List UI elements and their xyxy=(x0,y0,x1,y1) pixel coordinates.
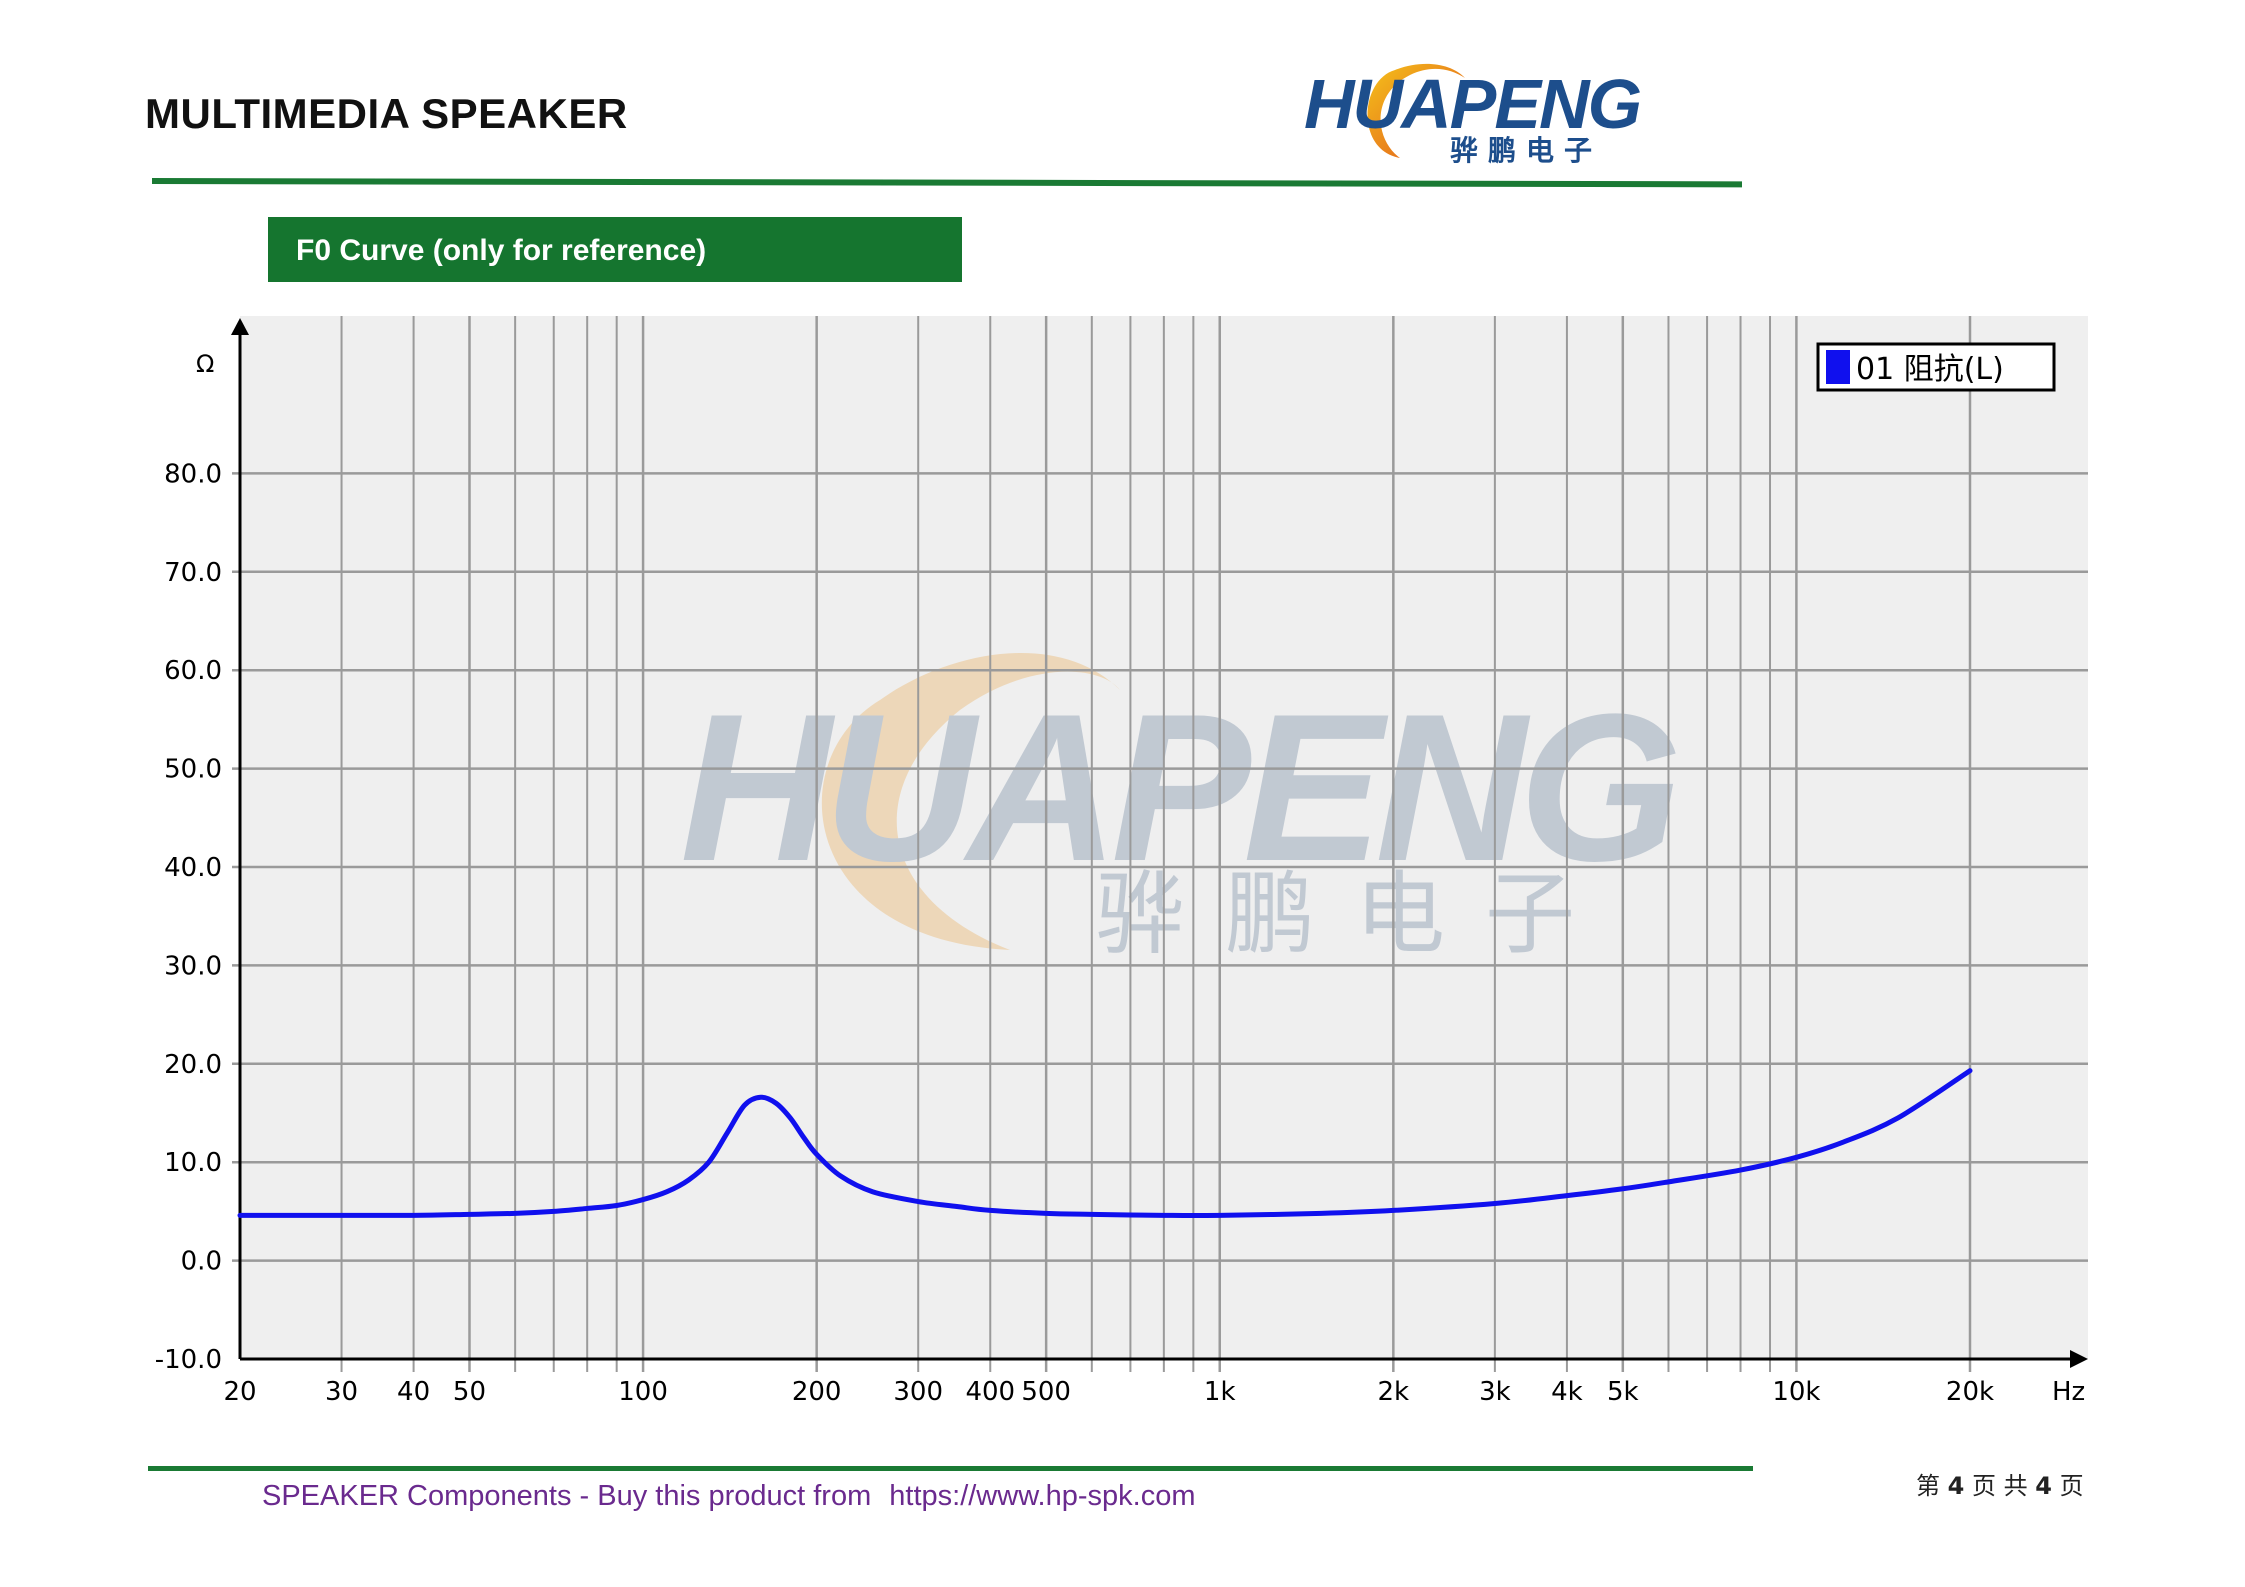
x-tick-label: 200 xyxy=(792,1377,842,1407)
legend: 01 阻抗(L) xyxy=(1816,342,2056,392)
x-tick-label: 50 xyxy=(453,1377,486,1407)
brand-logo: HUAPENG 骅鹏电子 xyxy=(1300,40,1643,170)
x-tick-label: 500 xyxy=(1021,1377,1071,1407)
y-tick-labels: 80.0 70.0 60.0 50.0 40.0 30.0 20.0 10.0 0.0 -10.0 xyxy=(155,459,222,1375)
logo-subtext: 骅鹏电子 xyxy=(1450,134,1602,167)
page-title: MULTIMEDIA SPEAKER xyxy=(145,90,628,137)
page-number: 第 4 页 共 4 页 xyxy=(1916,1466,2084,1501)
x-tick-label: 30 xyxy=(325,1377,358,1407)
page-number-prefix: 第 xyxy=(1916,1472,1940,1500)
x-tick-label: 2k xyxy=(1378,1377,1410,1407)
x-tick-label: 1k xyxy=(1204,1377,1236,1407)
x-tick-labels: 20 30 40 50 100 200 300 400 500 1k 2k 3k 4k 5k 10k 20k xyxy=(223,1377,1994,1407)
logo-ring-icon xyxy=(1367,63,1465,158)
page-number-middle: 页 共 xyxy=(1971,1472,2028,1500)
watermark-ring-icon xyxy=(821,652,1120,950)
x-tick-label: 40 xyxy=(397,1377,430,1407)
section-title: F0 Curve (only for reference) xyxy=(296,234,707,267)
y-axis-label: Ω xyxy=(196,350,214,378)
y-tick-label: 0.0 xyxy=(181,1247,222,1277)
x-tick-label: 3k xyxy=(1479,1377,1511,1407)
series-line-impedance xyxy=(237,1068,1973,1219)
page-number-current: 4 xyxy=(1947,1472,1965,1500)
legend-swatch xyxy=(1826,350,1850,384)
x-tick-label: 20k xyxy=(1946,1377,1994,1407)
x-tick-label: 400 xyxy=(965,1377,1015,1407)
page-number-total: 4 xyxy=(2035,1472,2052,1500)
x-axis-arrow-icon xyxy=(2070,1350,2088,1368)
y-tick-label: 40.0 xyxy=(164,853,222,883)
x-tick-label: 4k xyxy=(1551,1377,1583,1407)
x-tick-label: 20 xyxy=(223,1377,256,1407)
legend-box xyxy=(1816,342,2056,392)
axes xyxy=(231,318,2088,1368)
y-tick-label: 30.0 xyxy=(164,951,222,981)
section-banner: F0 Curve (only for reference) xyxy=(268,217,962,282)
watermark-subtext: 骅鹏电子 xyxy=(1095,862,1615,967)
y-tick-label: 70.0 xyxy=(164,558,222,588)
y-tick-label: 10.0 xyxy=(164,1148,222,1178)
y-tick-label: 80.0 xyxy=(164,459,222,489)
y-tick-label: 60.0 xyxy=(164,656,222,686)
legend-label: 01 阻抗(L) xyxy=(1856,352,2004,387)
x-tick-label: 100 xyxy=(618,1377,668,1407)
y-tick-label: 50.0 xyxy=(164,755,222,785)
x-tick-label: 5k xyxy=(1607,1377,1639,1407)
footer-divider xyxy=(148,1466,1753,1471)
y-axis-arrow-icon xyxy=(231,318,249,335)
footer-credit: SPEAKER Components - Buy this product fr… xyxy=(262,1480,1195,1513)
x-tick-label: 10k xyxy=(1772,1377,1820,1407)
y-tick-label: 20.0 xyxy=(164,1050,222,1080)
y-tick-label: -10.0 xyxy=(155,1345,222,1375)
x-tick-label: 300 xyxy=(893,1377,943,1407)
page-number-suffix: 页 xyxy=(2059,1472,2084,1500)
x-axis-label: Hz xyxy=(2052,1377,2085,1407)
footer-credit-text: SPEAKER Components - Buy this product fr… xyxy=(262,1480,872,1512)
logo-wordmark: HUAPENG xyxy=(1304,65,1640,143)
footer-url-link[interactable]: https://www.hp-spk.com xyxy=(889,1480,1196,1512)
